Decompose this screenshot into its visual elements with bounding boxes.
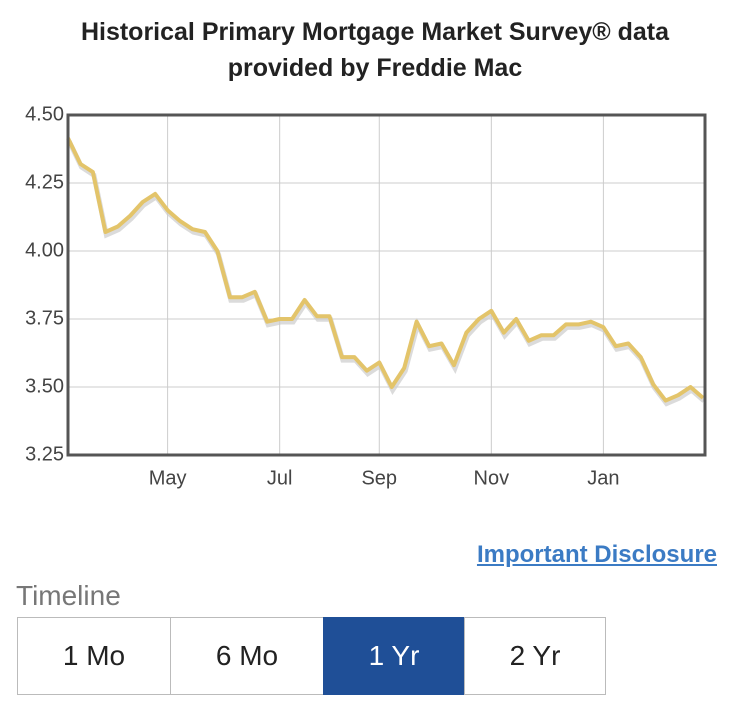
chart: 3.25 3.50 3.75 4.00 4.25 4.50 May Jul Sep Nov Jan [25,103,707,489]
y-tick-label: 4.50 [25,103,64,125]
timeline-buttons: 1 Mo 6 Mo 1 Yr 2 Yr [17,617,606,695]
line-shadow [66,140,706,407]
x-tick-label: Nov [474,467,510,489]
timeline-label: Timeline [16,580,121,611]
x-tick-label: Jul [267,467,293,489]
x-tick-label: Jan [587,467,619,489]
x-tick-label: Sep [361,467,397,489]
y-tick-label: 4.00 [25,239,64,261]
timeline-button[interactable]: 2 Yr [464,617,606,695]
y-tick-label: 3.75 [25,307,64,329]
plot-frame [66,113,707,457]
timeline-button[interactable]: 1 Mo [17,617,171,695]
timeline-button[interactable]: 1 Yr [323,617,465,695]
line [66,137,705,403]
y-tick-label: 4.25 [25,171,64,193]
y-tick-label: 3.25 [25,443,64,465]
disclosure-link[interactable]: Important Disclosure [476,541,717,568]
x-tick-label: May [149,467,187,489]
chart-title: Historical Primary Mortgage Market Surve… [80,18,670,82]
y-tick-label: 3.50 [25,375,64,397]
timeline-button[interactable]: 6 Mo [170,617,324,695]
